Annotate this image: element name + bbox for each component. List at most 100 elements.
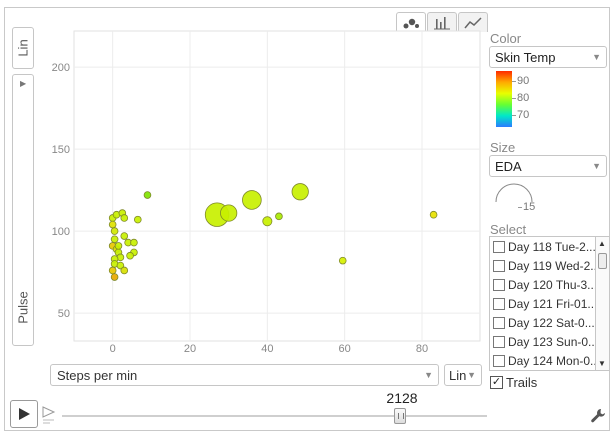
trails-label: Trails [506,375,538,390]
x-metric-label: Steps per min [57,368,138,383]
data-point[interactable] [143,191,152,199]
chevron-down-icon: ▼ [467,370,476,380]
y-tick-label: 100 [52,226,70,238]
x-metric-selector[interactable]: Steps per min ▼ [50,364,439,386]
x-scale-selector[interactable]: Lin ▼ [444,364,482,386]
time-slider-track[interactable] [62,415,487,417]
y-metric-selector[interactable]: ▶ Pulse [12,74,34,346]
y-tick-label: 200 [52,62,70,74]
data-point[interactable] [338,256,347,265]
data-point[interactable] [120,266,129,275]
time-slider-handle[interactable] [394,408,406,424]
checkbox[interactable] [493,278,505,291]
data-point[interactable] [116,261,125,270]
color-legend-tick: 90 [511,75,530,87]
tab-bar-chart[interactable] [427,12,457,32]
chevron-right-icon: ▶ [20,79,27,88]
data-point[interactable] [429,210,438,219]
checkbox[interactable] [493,259,505,272]
chevron-down-icon: ▼ [592,161,601,171]
x-scale-label: Lin [449,368,467,383]
size-section-label: Size [490,140,516,155]
scrollbar-thumb[interactable] [598,253,607,269]
color-section-label: Color [490,31,522,46]
data-point[interactable] [120,232,129,240]
checkbox[interactable] [493,335,505,348]
list-item[interactable]: Day 124 Mon-0... [490,351,609,370]
tab-line-chart[interactable] [458,12,488,32]
select-section-label: Select [490,222,527,237]
data-point[interactable] [262,216,273,227]
x-tick-label: 40 [261,343,273,355]
scroll-up-icon[interactable]: ▲ [598,239,606,248]
data-point[interactable] [108,220,117,229]
color-metric-selector[interactable]: Skin Temp ▼ [489,46,607,68]
data-point[interactable] [275,212,283,221]
size-metric-value: EDA [495,159,522,174]
playback-speed-icon[interactable] [42,405,56,425]
list-item-label: Day 120 Thu-3... [508,277,598,292]
size-legend-value: 15 [517,201,536,213]
chevron-down-icon: ▼ [424,370,433,380]
data-point[interactable] [110,235,119,244]
play-icon [19,408,30,420]
data-point[interactable] [220,204,238,222]
line-chart-icon [464,16,482,28]
size-legend-gauge-icon [495,183,533,203]
data-point[interactable] [114,242,123,250]
list-item-label: Day 121 Fri-01... [508,296,598,311]
data-point[interactable] [242,190,262,210]
checkbox[interactable] [493,297,505,310]
checkbox[interactable] [493,240,505,253]
select-list[interactable]: Day 118 Tue-2... Day 119 Wed-2... Day 12… [489,236,610,371]
x-tick-label: 60 [339,343,351,355]
data-point[interactable] [120,214,129,222]
bubble-chart-icon [403,18,419,28]
checkbox[interactable] [493,316,505,329]
play-button[interactable] [10,400,38,428]
list-item[interactable]: Day 122 Sat-0... [490,313,609,332]
data-point[interactable] [126,251,134,260]
list-item[interactable]: Day 120 Thu-3... [490,275,609,294]
data-point[interactable] [134,215,142,224]
list-item-label: Day 119 Wed-2... [508,258,601,273]
list-item[interactable]: Day 123 Sun-0... [490,332,609,351]
y-metric-label: Pulse [15,291,31,324]
y-tick-label: 50 [58,308,70,320]
chart-type-tabs [396,12,489,32]
color-legend-tick: 70 [511,109,530,121]
y-scale-label: Lin [15,39,31,57]
checkbox[interactable] [493,354,505,367]
y-tick-label: 150 [52,144,70,156]
color-metric-value: Skin Temp [495,50,556,65]
trails-toggle[interactable]: ✓ Trails [490,375,537,390]
list-item-label: Day 124 Mon-0... [508,353,601,368]
tab-bubble-chart[interactable] [396,12,426,32]
color-legend-bar [496,71,512,127]
size-metric-selector[interactable]: EDA ▼ [489,155,607,177]
data-point[interactable] [291,183,309,201]
data-point[interactable] [130,238,138,247]
list-item[interactable]: Day 119 Wed-2... [490,256,609,275]
list-item-label: Day 118 Tue-2... [508,239,596,254]
y-scale-selector[interactable]: Lin [12,27,34,69]
settings-wrench-icon[interactable] [590,408,606,427]
color-legend-tick: 80 [511,92,530,104]
plot-area [73,30,481,342]
x-tick-label: 20 [184,343,196,355]
list-item-label: Day 122 Sat-0... [508,315,595,330]
data-point[interactable] [108,266,117,275]
list-item-label: Day 123 Sun-0... [508,334,599,349]
list-item[interactable]: Day 118 Tue-2... [490,237,609,256]
list-scrollbar[interactable]: ▲ ▼ [595,237,609,370]
bubble-plot[interactable]: 0 20 40 60 80 50 100 150 200 [42,27,484,355]
current-time-value: 2128 [386,390,418,406]
data-point[interactable] [110,227,119,235]
bar-chart-icon [434,16,450,29]
data-point[interactable] [110,273,119,281]
scroll-down-icon[interactable]: ▼ [598,359,606,368]
trails-checkbox[interactable]: ✓ [490,376,503,389]
list-item[interactable]: Day 121 Fri-01... [490,294,609,313]
chevron-down-icon: ▼ [592,52,601,62]
x-tick-label: 80 [416,343,428,355]
